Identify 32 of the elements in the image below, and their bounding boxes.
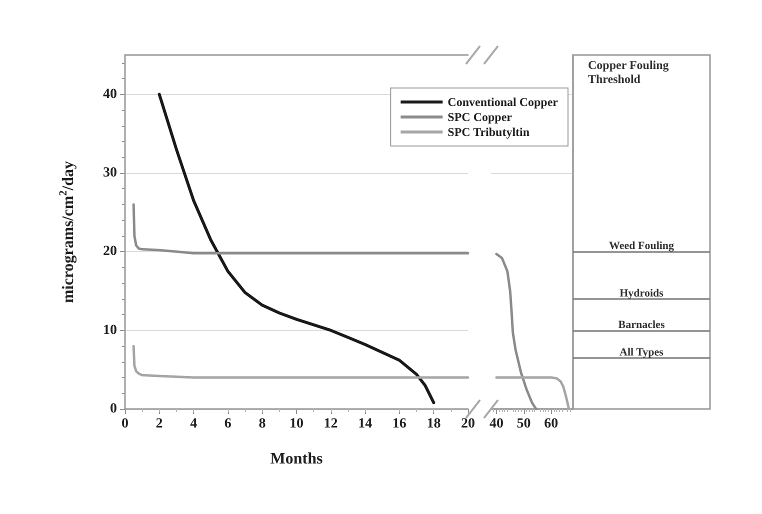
- x-tick-label: 2: [156, 416, 163, 432]
- line-series: [132, 344, 470, 379]
- x-tick-label: 60: [544, 416, 558, 432]
- y-axis-title: micrograms/cm2/day: [58, 160, 77, 304]
- y-tick-label: 30: [103, 166, 117, 180]
- x-tick-label: 16: [392, 416, 406, 432]
- x-tick-label: 20: [461, 416, 475, 432]
- x-tick-label: 10: [290, 416, 304, 432]
- legend-label: Conventional Copper: [448, 95, 559, 109]
- y-tick-label: 10: [103, 322, 117, 338]
- y-tick-label: 20: [103, 244, 117, 260]
- ref-line-label: Hydroids: [620, 287, 664, 300]
- x-tick-label: 40: [489, 416, 504, 432]
- x-tick-label: 50: [516, 416, 531, 432]
- x-axis-title: Months: [270, 450, 323, 468]
- x-tick-label: 4: [190, 416, 198, 432]
- x-tick-label: 0: [122, 416, 128, 432]
- ref-line-label: Weed Fouling: [608, 240, 675, 252]
- ref-line-label: All Types: [620, 346, 664, 358]
- ref-line-label: Barnacles: [618, 318, 666, 331]
- legend-label: SPC Tributyltin: [448, 125, 530, 139]
- x-tick-label: 14: [358, 416, 372, 432]
- legend-label: SPC Copper: [448, 110, 513, 124]
- y-tick-label: 40: [103, 86, 117, 102]
- x-tick-label: 6: [224, 416, 232, 432]
- x-tick-label: 12: [324, 416, 338, 432]
- y-tick-label: 0: [110, 402, 117, 416]
- text: Copper Fouling Threshold: [588, 58, 672, 86]
- line-series: [132, 203, 470, 254]
- x-tick-label: 18: [426, 416, 441, 432]
- line-series: [158, 92, 436, 404]
- x-tick-label: 8: [258, 416, 266, 432]
